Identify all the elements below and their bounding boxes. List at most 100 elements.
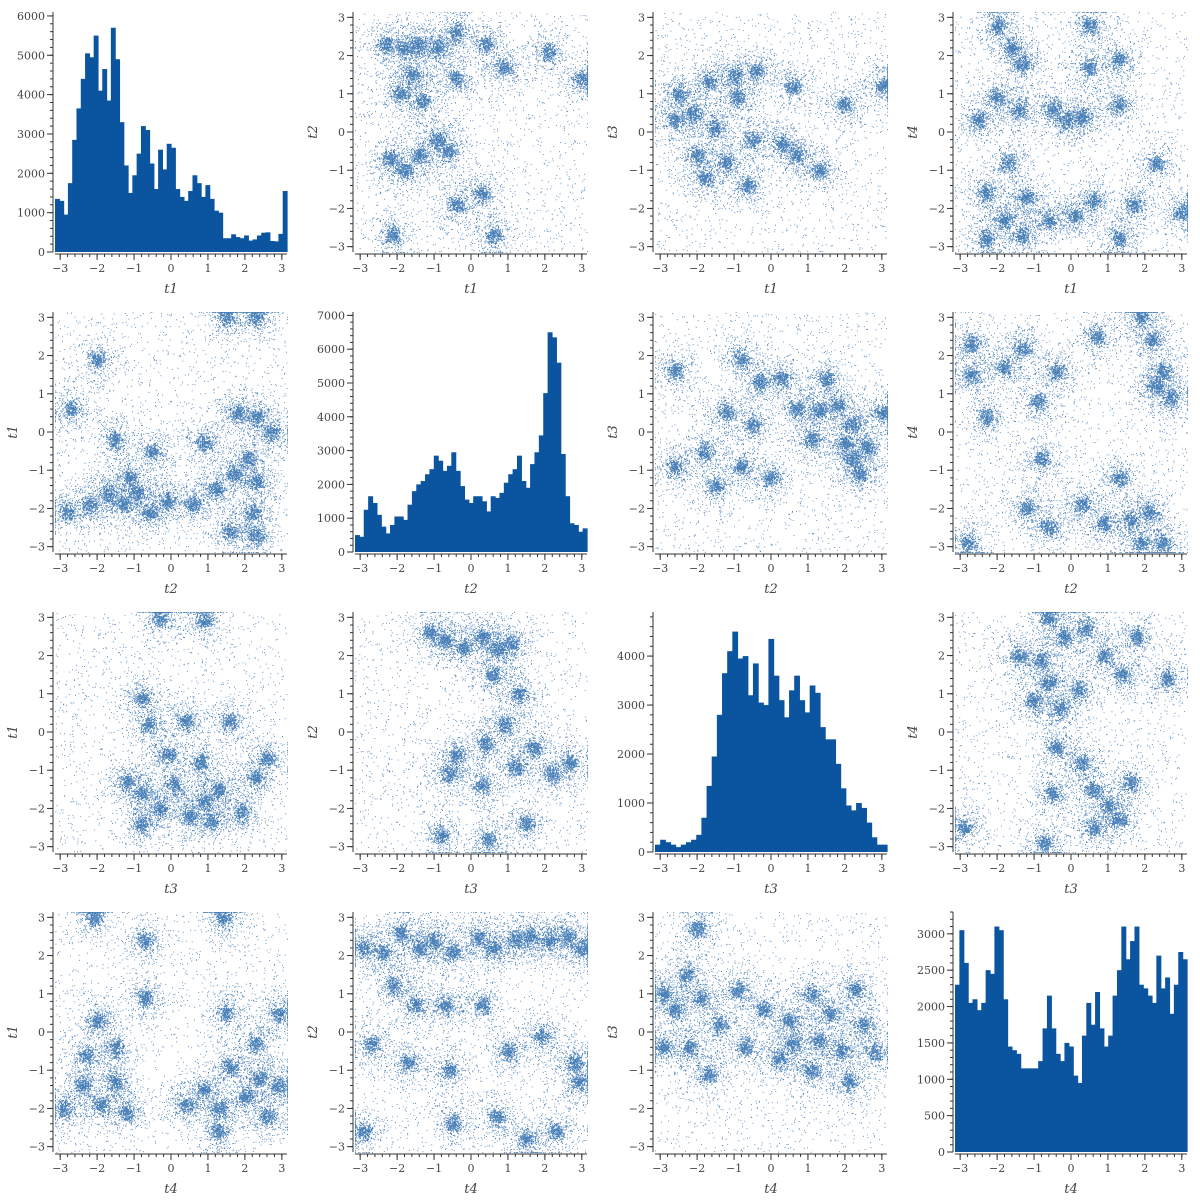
histogram-bar (1165, 977, 1171, 1152)
histogram-bar (398, 516, 404, 552)
y-tick-label: −2 (29, 1102, 45, 1115)
histogram-bar (752, 663, 759, 852)
x-tick-label: −3 (52, 862, 68, 875)
y-tick-label: 0 (38, 726, 45, 739)
histogram-bar (85, 53, 90, 252)
y-tick-label: 0 (338, 1026, 345, 1039)
histogram-bar (252, 239, 258, 252)
histogram-bar (67, 183, 73, 252)
histogram-bar (171, 147, 176, 252)
histogram-bar (722, 673, 728, 852)
panel-t3-vs-t1: −3 −2 −1 0 1 2 3 t1 −3 −2 −1 0 1 2 3 t3 (6, 611, 288, 897)
histogram-bar (123, 165, 129, 252)
y-tick-label: 0 (38, 426, 45, 439)
histogram-bar (376, 514, 382, 552)
scatter-points (55, 912, 289, 1153)
y-tick-label: −3 (929, 541, 945, 554)
y-tick-label: −2 (29, 502, 45, 515)
x-tick-label: 1 (504, 862, 511, 875)
histogram-bar (701, 817, 708, 852)
x-tick-label: −3 (652, 862, 668, 875)
x-axis-title: t1 (464, 282, 478, 297)
x-axis-title: t3 (1064, 882, 1078, 897)
histogram-bar (132, 175, 138, 252)
x-tick-label: −2 (689, 262, 705, 275)
histogram-bar (416, 484, 422, 552)
histogram-bar (55, 198, 60, 252)
x-tick-label: 2 (1141, 1162, 1148, 1175)
y-tick-label: 1000 (17, 207, 45, 220)
histogram-bar (1020, 1068, 1026, 1152)
y-tick-label: 2 (338, 50, 345, 63)
x-tick-label: 1 (504, 262, 511, 275)
histogram-bar (783, 717, 790, 852)
histogram-bar (149, 163, 155, 252)
x-tick-label: −2 (689, 562, 705, 575)
x-tick-label: 2 (841, 562, 848, 575)
scatter-points (655, 12, 889, 253)
histogram-bar (675, 847, 682, 852)
y-tick-label: 3000 (917, 928, 945, 941)
scatter-points (955, 12, 1189, 253)
histogram-bar (737, 658, 744, 852)
y-tick-label: −3 (929, 841, 945, 854)
histogram-bar (660, 839, 666, 852)
x-tick-label: 1 (804, 1162, 811, 1175)
histogram-bar (218, 212, 224, 252)
y-tick-label: 1 (38, 388, 45, 401)
x-tick-label: 1 (204, 562, 211, 575)
panel-t1-vs-t2: −3 −2 −1 0 1 2 3 t2 −3 −2 −1 0 1 2 3 t1 (306, 11, 589, 297)
histogram-bar (282, 191, 288, 252)
x-tick-label: −3 (52, 1162, 68, 1175)
histogram-bar (1095, 992, 1101, 1152)
y-tick-label: 4000 (617, 650, 645, 663)
x-axis-title: t4 (1064, 1182, 1078, 1197)
x-tick-label: −1 (1026, 862, 1042, 875)
histogram-bar (128, 192, 133, 252)
histogram-bar (1007, 1046, 1013, 1152)
x-axis-title: t4 (164, 1182, 178, 1197)
y-tick-label: 2 (938, 650, 945, 663)
x-tick-label: −2 (389, 562, 405, 575)
histogram-bar (1121, 926, 1127, 1152)
x-axis-title: t4 (764, 1182, 778, 1197)
histogram-bar (102, 69, 108, 252)
histogram-bar (578, 531, 584, 552)
x-tick-label: 3 (878, 1162, 885, 1175)
y-tick-label: −3 (629, 541, 645, 554)
x-tick-label: 2 (241, 862, 248, 875)
y-tick-label: −2 (929, 502, 945, 515)
y-tick-label: −1 (29, 764, 45, 777)
histogram-bar (201, 196, 206, 252)
histogram-bar (534, 452, 540, 552)
histogram-bar (89, 57, 95, 252)
x-tick-label: 0 (168, 1162, 175, 1175)
histogram-bar (804, 712, 811, 852)
histogram-bar (145, 130, 151, 252)
histogram-bar (411, 491, 417, 552)
x-tick-label: 0 (1068, 562, 1075, 575)
histogram-bar (248, 240, 254, 252)
y-tick-label: 2000 (917, 1001, 945, 1014)
x-tick-label: −3 (952, 862, 968, 875)
scatter-points (55, 612, 288, 853)
y-tick-label: −2 (329, 802, 345, 815)
x-tick-label: 3 (878, 862, 885, 875)
histogram-bar (468, 502, 474, 552)
x-tick-label: 0 (468, 1162, 475, 1175)
histogram-bar (1068, 1046, 1074, 1152)
x-tick-label: −3 (952, 262, 968, 275)
histogram-bar (385, 533, 391, 552)
histogram-bar (110, 27, 116, 253)
histogram-bar (565, 496, 571, 552)
histogram-bar (521, 481, 527, 552)
histogram-bar (115, 59, 121, 252)
histogram-bar (1003, 999, 1009, 1152)
histogram-bar (998, 930, 1004, 1152)
x-axis-title: t3 (164, 882, 178, 897)
y-tick-label: 1 (38, 688, 45, 701)
histogram-bar (372, 502, 378, 552)
x-tick-label: 3 (1178, 1162, 1185, 1175)
histogram-bar (696, 834, 702, 852)
y-axis-title: t2 (306, 1025, 321, 1039)
